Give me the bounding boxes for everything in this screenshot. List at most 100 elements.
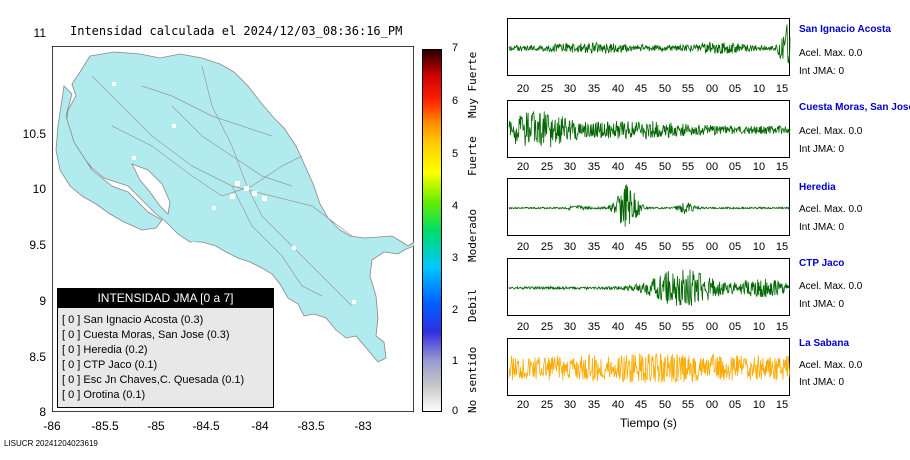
- seismogram-trace: [508, 353, 791, 383]
- time-tick: 45: [634, 321, 648, 333]
- map-y-tick: 10.5: [22, 127, 46, 141]
- station-acel: Acel. Max. 0.0: [799, 281, 863, 292]
- time-tick: 15: [775, 321, 789, 333]
- colorbar-label-debil: Debil: [466, 288, 479, 322]
- time-tick: 00: [705, 83, 719, 95]
- station-int: Int JMA: 0: [799, 66, 845, 77]
- nicoya-peninsula: [55, 85, 163, 231]
- time-tick: 45: [634, 161, 648, 173]
- time-tick: 55: [681, 321, 695, 333]
- legend-row: [ 0 ] Heredia (0.2): [62, 344, 148, 356]
- colorbar-label-moderado: Moderado: [466, 209, 479, 262]
- time-tick: 20: [516, 321, 530, 333]
- time-tick: 00: [705, 161, 719, 173]
- time-tick: 10: [752, 161, 766, 173]
- time-tick: 40: [611, 83, 625, 95]
- legend-row: [ 0 ] CTP Jaco (0.1): [62, 359, 158, 371]
- time-tick: 05: [728, 399, 742, 411]
- station-name: Cuesta Moras, San Jose: [799, 102, 910, 113]
- station-acel: Acel. Max. 0.0: [799, 204, 863, 215]
- time-tick: 05: [728, 321, 742, 333]
- time-tick: 45: [634, 83, 648, 95]
- trace-time-ticks: 20 25 30 35 40 45 50 55 00 05 10 15: [507, 83, 790, 95]
- map-y-tick: 9: [39, 294, 46, 308]
- time-tick: 50: [658, 83, 672, 95]
- time-tick: 10: [752, 241, 766, 253]
- time-tick: 35: [587, 241, 601, 253]
- time-tick: 45: [634, 399, 648, 411]
- time-tick: 15: [775, 83, 789, 95]
- time-tick: 30: [563, 83, 577, 95]
- footer-id: LISUCR 20241204023619: [4, 439, 98, 448]
- trace-time-ticks: 20 25 30 35 40 45 50 55 00 05 10 15: [507, 321, 790, 333]
- legend-row: [ 0 ] Esc Jn Chaves,C. Quesada (0.1): [62, 374, 245, 386]
- map-y-tick: 9.5: [29, 238, 46, 252]
- time-tick: 40: [611, 399, 625, 411]
- intensity-legend: INTENSIDAD JMA [0 a 7] [ 0 ] San Ignacio…: [57, 288, 274, 408]
- time-tick: 35: [587, 161, 601, 173]
- station-acel: Acel. Max. 0.0: [799, 48, 863, 59]
- trace-panel-ctp-jaco[interactable]: [507, 258, 790, 316]
- time-tick: 05: [728, 161, 742, 173]
- seismogram-trace: [508, 110, 791, 148]
- time-tick: 40: [611, 321, 625, 333]
- time-tick: 00: [705, 241, 719, 253]
- colorbar-tick: 4: [452, 200, 459, 212]
- time-tick: 15: [775, 399, 789, 411]
- time-tick: 50: [658, 241, 672, 253]
- station-acel: Acel. Max. 0.0: [799, 360, 863, 371]
- station-markers: [112, 82, 356, 304]
- trace-time-ticks: 20 25 30 35 40 45 50 55 00 05 10 15: [507, 241, 790, 253]
- map-x-tick: -85.5: [91, 419, 119, 433]
- trace-panel-heredia[interactable]: [507, 178, 791, 236]
- map-y-tick: 8.5: [29, 350, 46, 364]
- time-tick: 30: [563, 321, 577, 333]
- station-name: San Ignacio Acosta: [799, 24, 891, 35]
- station-int: Int JMA: 0: [799, 299, 845, 310]
- station-name: La Sabana: [799, 338, 850, 349]
- time-tick: 30: [563, 161, 577, 173]
- trace-time-ticks: 20 25 30 35 40 45 50 55 00 05 10 15: [507, 161, 790, 173]
- trace-panel-san-ignacio[interactable]: [507, 18, 791, 76]
- time-tick: 30: [563, 399, 577, 411]
- legend-header: INTENSIDAD JMA [0 a 7]: [58, 289, 273, 308]
- map-y-tick: 11: [33, 26, 46, 40]
- time-tick: 35: [587, 83, 601, 95]
- time-tick: 05: [728, 241, 742, 253]
- time-tick: 25: [540, 321, 554, 333]
- time-tick: 10: [752, 321, 766, 333]
- time-tick: 25: [540, 83, 554, 95]
- map-x-tick: -84: [251, 419, 269, 433]
- map-title: Intensidad calculada el 2024/12/03_08:36…: [70, 24, 403, 38]
- time-tick: 25: [540, 399, 554, 411]
- intensity-colorbar: [422, 49, 442, 412]
- time-tick: 55: [681, 399, 695, 411]
- gulf-water: [131, 163, 171, 215]
- station-int: Int JMA: 0: [799, 377, 845, 388]
- station-name: Heredia: [799, 182, 836, 193]
- colorbar-tick: 5: [452, 148, 459, 160]
- trace-panel-la-sabana[interactable]: [507, 338, 791, 396]
- legend-row: [ 0 ] Cuesta Moras, San Jose (0.3): [62, 329, 230, 341]
- costa-rica-land: [65, 51, 414, 363]
- time-tick: 10: [752, 399, 766, 411]
- station-name: CTP Jaco: [799, 258, 845, 269]
- time-tick: 55: [681, 161, 695, 173]
- map-x-tick: -84.5: [192, 419, 220, 433]
- map-roads: [91, 65, 353, 307]
- time-tick: 00: [705, 321, 719, 333]
- map-y-tick: 10: [32, 182, 46, 196]
- colorbar-tick: 1: [452, 355, 459, 367]
- time-tick: 20: [516, 161, 530, 173]
- time-tick: 15: [775, 241, 789, 253]
- time-tick: 25: [540, 241, 554, 253]
- seismogram-trace: [508, 184, 791, 227]
- trace-panel-cuesta-moras[interactable]: [507, 100, 791, 158]
- time-tick: 10: [752, 83, 766, 95]
- time-tick: 45: [634, 241, 648, 253]
- colorbar-label-no-sentido: No sentido: [466, 346, 479, 413]
- time-tick: 35: [587, 399, 601, 411]
- time-tick: 20: [516, 399, 530, 411]
- time-tick: 55: [681, 83, 695, 95]
- colorbar-tick: 6: [452, 95, 459, 107]
